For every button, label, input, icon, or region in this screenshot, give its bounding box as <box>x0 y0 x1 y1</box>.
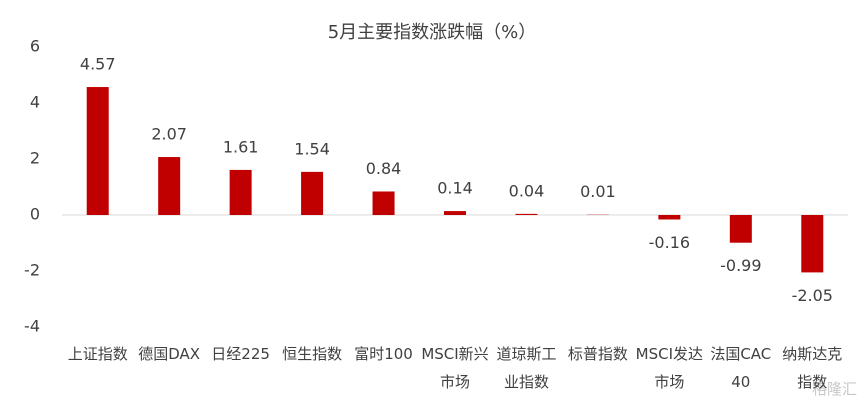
value-label: 0.04 <box>509 181 545 200</box>
bar <box>515 213 538 215</box>
bar <box>301 171 324 215</box>
x-tick-label: 道琼斯工业指数 <box>496 345 557 391</box>
y-tick-label: 6 <box>30 37 40 56</box>
x-tick-label: 恒生指数 <box>282 345 343 363</box>
bar <box>444 211 466 215</box>
watermark: 格隆汇 <box>811 380 857 398</box>
bar <box>86 87 109 215</box>
x-tick-label: 上证指数 <box>67 345 128 363</box>
value-label: -0.99 <box>720 256 761 275</box>
x-tick-label: 法国CAC40 <box>710 345 772 391</box>
y-tick-label: 0 <box>30 205 40 224</box>
x-tick-label: 日经225 <box>211 345 270 363</box>
value-label: -2.05 <box>792 286 833 305</box>
x-tick-label: 纳斯达克指数 <box>782 345 843 391</box>
value-label: 0.84 <box>366 159 402 178</box>
value-label: 1.54 <box>294 139 330 158</box>
value-label: 2.07 <box>151 125 187 144</box>
value-label: -0.16 <box>649 233 690 252</box>
y-tick-label: 4 <box>30 93 40 112</box>
x-tick-label: MSCI新兴市场 <box>421 345 489 391</box>
bar <box>372 191 395 215</box>
value-label: 0.01 <box>580 182 616 201</box>
value-label: 0.14 <box>437 179 473 198</box>
chart-title: 5月主要指数涨跌幅（%） <box>328 22 537 43</box>
y-tick-label: 2 <box>30 149 40 168</box>
x-tick-label: MSCI发达市场 <box>635 345 704 391</box>
x-tick-label: 富时100 <box>354 345 413 363</box>
bar <box>729 215 752 243</box>
value-label: 4.57 <box>80 55 116 74</box>
bar <box>158 157 181 215</box>
y-tick-label: -2 <box>24 261 40 280</box>
bar <box>801 215 824 273</box>
y-tick-label: -4 <box>24 317 40 336</box>
bar <box>229 169 252 215</box>
value-label: 1.61 <box>223 137 259 156</box>
x-tick-label: 德国DAX <box>138 345 201 363</box>
bar <box>658 215 681 220</box>
x-tick-label: 标普指数 <box>567 345 628 363</box>
